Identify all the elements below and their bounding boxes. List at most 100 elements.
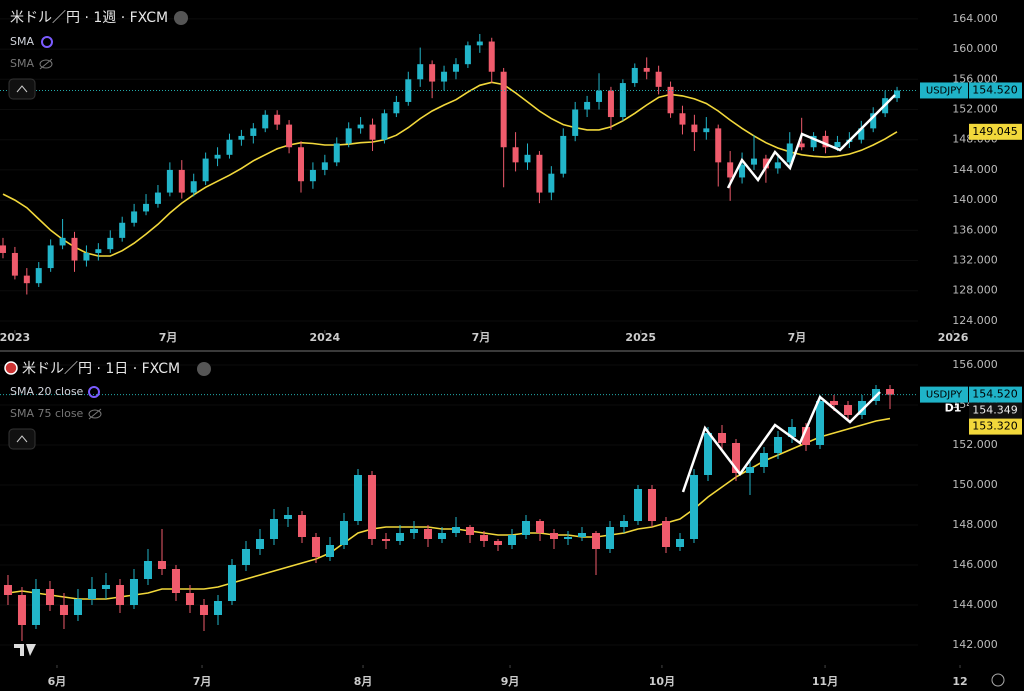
- candle-body: [17, 595, 26, 625]
- candle-body: [381, 539, 390, 541]
- sma-price-label: 149.045: [972, 125, 1018, 138]
- indicator-icon: [41, 36, 53, 48]
- candle-body: [262, 114, 269, 129]
- candle-body: [798, 143, 805, 148]
- candle-body: [11, 252, 18, 276]
- candle-body: [451, 527, 460, 533]
- candle-body: [631, 67, 638, 84]
- candle-body: [816, 401, 825, 445]
- candle-body: [339, 521, 348, 545]
- candle-body: [739, 164, 746, 178]
- sma-line: [7, 417, 891, 600]
- candle-body: [493, 541, 502, 545]
- candle-body: [178, 169, 185, 193]
- candle-body: [429, 64, 436, 82]
- drawn-trend-line[interactable]: [726, 94, 896, 189]
- indicator-name[interactable]: SMA 75 close: [10, 407, 84, 420]
- candle-body: [704, 433, 713, 475]
- x-tick-label: 8月: [354, 675, 373, 688]
- candle-body: [550, 533, 559, 539]
- collapse-button[interactable]: [8, 78, 36, 100]
- candle-body: [395, 533, 404, 541]
- candle-body: [143, 203, 150, 212]
- y-tick-label: 164.000: [952, 12, 998, 25]
- indicator-icon: [88, 386, 100, 398]
- candle-body: [325, 545, 334, 557]
- candle-body: [297, 515, 306, 537]
- candle-body: [345, 128, 352, 144]
- candle-body: [464, 45, 471, 65]
- candle-body: [822, 135, 829, 148]
- candle-body: [732, 443, 741, 473]
- x-tick-label: 10月: [649, 675, 675, 688]
- settings-button[interactable]: [991, 673, 1005, 687]
- symbol-label: USDJPY: [926, 85, 963, 96]
- candle-body: [238, 135, 245, 140]
- candle-body: [83, 252, 90, 261]
- collapse-button[interactable]: [8, 428, 36, 450]
- symbol-box: [920, 82, 968, 99]
- candle-body: [844, 405, 853, 415]
- candle-body: [620, 521, 629, 527]
- candle-body: [119, 222, 126, 238]
- candle-body: [286, 124, 293, 148]
- candle-body: [321, 162, 328, 170]
- candle-body: [381, 113, 388, 140]
- candle-body: [31, 589, 40, 625]
- resolution-label: D1: [945, 402, 962, 415]
- symbol-label: USDJPY: [926, 390, 963, 401]
- candle-body: [718, 433, 727, 443]
- candle-body: [250, 128, 257, 136]
- collapse-icon: [16, 85, 28, 93]
- candle-body: [584, 101, 591, 110]
- candle-body: [634, 489, 643, 521]
- flag-icon: [4, 361, 18, 375]
- candle-body: [488, 41, 495, 72]
- candle-body: [59, 605, 68, 615]
- candle-body: [283, 515, 292, 519]
- candle-body: [190, 181, 197, 193]
- candle-body: [59, 237, 66, 246]
- candle-body: [572, 109, 579, 136]
- y-tick-label: 124.000: [952, 314, 998, 327]
- candle-body: [676, 539, 685, 547]
- x-tick-label: 2025: [625, 331, 656, 344]
- candle-body: [786, 143, 793, 163]
- indicator-name[interactable]: SMA: [10, 35, 34, 48]
- candle-body: [409, 529, 418, 533]
- candle-body: [648, 489, 657, 521]
- candle-body: [810, 135, 817, 148]
- chart-title: 米ドル／円 · 1週 · FXCM: [10, 10, 168, 26]
- drawn-trend-line[interactable]: [681, 391, 881, 493]
- candle-body: [185, 593, 194, 605]
- indicator-name[interactable]: SMA 20 close: [10, 385, 84, 398]
- candle-body: [508, 535, 516, 545]
- y-tick-label: 150.000: [952, 478, 998, 491]
- x-tick-label: 11月: [812, 675, 838, 688]
- symbol-box: [920, 386, 968, 403]
- sma-price-box: [969, 123, 1022, 140]
- candle-body: [560, 135, 567, 174]
- marker-box: [969, 402, 1022, 419]
- sma-price-box: [969, 418, 1022, 435]
- candle-body: [662, 521, 671, 547]
- last-price-label: 154.520: [972, 388, 1018, 401]
- candle-body: [357, 124, 364, 129]
- candle-body: [417, 64, 424, 80]
- candle-body: [774, 162, 781, 169]
- candle-body: [606, 527, 615, 549]
- x-tick-label: 7月: [193, 675, 212, 688]
- indicator-name[interactable]: SMA: [10, 57, 34, 70]
- candle-body: [760, 453, 769, 467]
- x-tick-label: 9月: [501, 675, 520, 688]
- candle-body: [166, 169, 173, 193]
- y-tick-label: 144.000: [952, 598, 998, 611]
- candle-body: [157, 561, 166, 569]
- candle-body: [667, 86, 674, 114]
- candle-body: [762, 158, 769, 169]
- candle-body: [95, 249, 102, 253]
- candle-body: [47, 245, 54, 269]
- candle-body: [858, 128, 865, 140]
- candle-body: [655, 71, 662, 87]
